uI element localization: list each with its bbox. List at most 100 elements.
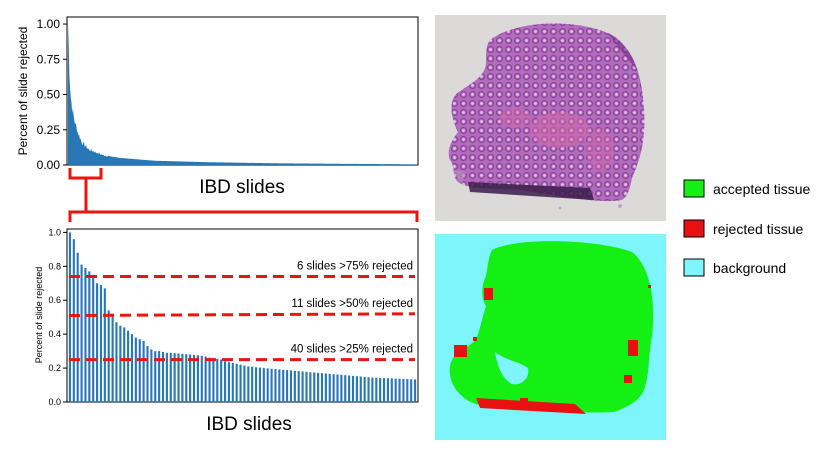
he-slide-image	[435, 15, 666, 221]
bar	[134, 337, 137, 402]
bar	[413, 379, 417, 402]
bar	[96, 283, 99, 402]
bar	[204, 356, 207, 402]
bar	[266, 368, 269, 402]
top-y-axis: 0.00 0.25 0.50 0.75 1.00	[37, 17, 67, 172]
bottom-bars	[68, 232, 417, 402]
bar	[278, 369, 281, 402]
bar	[169, 352, 172, 402]
bar	[68, 232, 71, 402]
bar	[142, 340, 145, 402]
bar	[189, 354, 192, 402]
bottom-chart: 6 slides >75% rejected 11 slides >50% rej…	[34, 227, 419, 435]
threshold-line	[68, 312, 416, 317]
bar	[382, 378, 386, 402]
bar	[111, 313, 114, 402]
bar	[274, 369, 277, 402]
bottom-y-axis-label: Percent of slide rejected	[34, 267, 44, 364]
bar	[375, 377, 378, 402]
threshold-label: 6 slides >75% rejected	[297, 260, 413, 272]
bar	[286, 370, 289, 402]
bar	[99, 284, 103, 402]
top-y-tick-label: 0.75	[37, 52, 61, 66]
bar	[402, 378, 405, 402]
bar	[410, 379, 413, 402]
top-plot-frame	[66, 16, 419, 166]
bar	[165, 352, 168, 402]
bar	[127, 330, 130, 402]
bar	[301, 371, 304, 402]
legend-swatch-accepted	[683, 179, 705, 198]
rejected-region-left	[484, 288, 493, 300]
bar	[379, 377, 382, 402]
bar	[332, 374, 335, 402]
bar	[305, 371, 308, 402]
rejected-region-right-small	[624, 375, 632, 383]
bar	[76, 252, 79, 402]
legend-item-rejected: rejected tissue	[683, 219, 803, 238]
bar	[348, 375, 351, 402]
bar	[313, 372, 316, 402]
bar	[146, 346, 149, 402]
bar	[80, 264, 83, 402]
bar	[212, 358, 215, 402]
bar	[161, 351, 165, 402]
bar	[138, 339, 141, 402]
bar	[216, 358, 219, 402]
bar	[351, 375, 355, 402]
bar	[363, 376, 366, 402]
bar	[328, 373, 331, 402]
bar	[344, 375, 347, 402]
bar	[208, 357, 211, 402]
bar	[227, 362, 230, 402]
bar	[196, 355, 199, 402]
bar	[200, 355, 203, 402]
bar	[386, 378, 389, 402]
bar	[324, 373, 327, 402]
segmentation-background-hole	[495, 352, 529, 385]
rejected-region-lower-left	[454, 345, 467, 357]
bar	[340, 374, 343, 402]
bar	[220, 359, 223, 402]
bar	[297, 371, 300, 402]
bar	[282, 369, 285, 402]
bar	[72, 239, 75, 402]
bar	[192, 354, 196, 402]
legend-label-rejected: rejected tissue	[713, 221, 803, 237]
bar	[289, 370, 293, 402]
bar	[243, 365, 246, 402]
bottom-y-tick-label: 0.0	[48, 397, 61, 407]
bar	[255, 367, 258, 402]
bar	[154, 351, 157, 402]
zoom-bracket	[68, 168, 419, 222]
bottom-y-tick-label: 0.8	[48, 261, 61, 271]
bar	[367, 377, 370, 402]
bar	[355, 376, 358, 402]
rejected-region-right	[628, 340, 638, 356]
threshold-label: 40 slides >25% rejected	[291, 344, 413, 356]
legend-item-accepted: accepted tissue	[683, 179, 810, 198]
bar	[270, 368, 273, 402]
bottom-y-tick-label: 0.6	[48, 295, 61, 305]
bar	[258, 367, 262, 402]
top-y-tick-label: 1.00	[37, 17, 61, 31]
bar	[398, 378, 401, 402]
top-chart: 0.00 0.25 0.50 0.75 1.00 Percent of slide re…	[16, 16, 419, 198]
zoom-bracket-small	[68, 168, 103, 180]
legend-swatch-background	[683, 258, 705, 277]
bar	[231, 362, 234, 402]
threshold-label: 11 slides >50% rejected	[291, 298, 413, 310]
bar	[92, 274, 95, 402]
bar	[336, 374, 339, 402]
top-y-axis-label: Percent of slide rejected	[16, 27, 30, 156]
top-x-axis-label: IBD slides	[199, 177, 285, 198]
bar	[247, 366, 250, 402]
bottom-x-axis-label: IBD slides	[206, 414, 292, 435]
bottom-y-axis: 0.0 0.2 0.4 0.6 0.8 1.0	[48, 227, 67, 407]
bar	[173, 353, 176, 402]
rejected-region-fold	[476, 398, 586, 414]
bar	[359, 376, 362, 402]
top-y-tick-label: 0.25	[37, 123, 61, 137]
legend-label-accepted: accepted tissue	[713, 181, 810, 197]
